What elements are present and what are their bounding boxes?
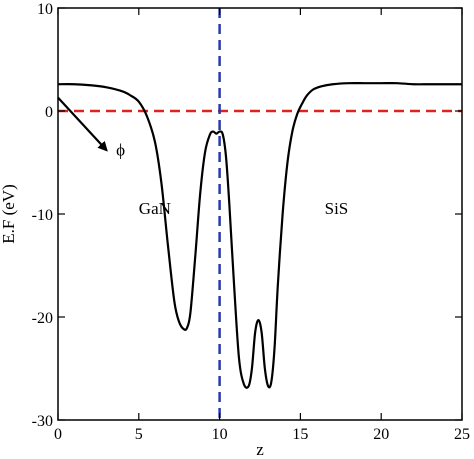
x-tick-label: 10 — [212, 426, 228, 443]
x-tick-label: 20 — [373, 426, 389, 443]
y-tick-label: 10 — [37, 1, 53, 18]
annotation-label: SiS — [325, 199, 349, 218]
annotation-label: ϕ — [116, 140, 125, 159]
y-tick-label: 0 — [45, 104, 53, 121]
phi-arrow — [57, 96, 108, 152]
y-tick-label: -20 — [32, 310, 53, 327]
series-layer — [57, 82, 462, 389]
series-line — [57, 82, 462, 389]
y-tick-label: -10 — [32, 207, 53, 224]
annotations: GaN SiS ϕ — [57, 96, 349, 218]
x-tick-label: 5 — [135, 426, 143, 443]
x-tick-label: 25 — [454, 426, 470, 443]
y-axis-label: E.F (eV) — [0, 184, 18, 243]
x-tick-label: 15 — [292, 426, 308, 443]
axis-ticks: 0 5 10 15 20 25 10 0 -10 -20 -30 — [32, 1, 470, 443]
x-tick-label: 0 — [54, 426, 62, 443]
x-axis-label: z — [256, 440, 264, 459]
annotation-label: GaN — [139, 199, 171, 218]
plot-frame — [57, 7, 463, 421]
y-tick-label: -30 — [32, 413, 53, 430]
reference-lines — [58, 8, 462, 420]
